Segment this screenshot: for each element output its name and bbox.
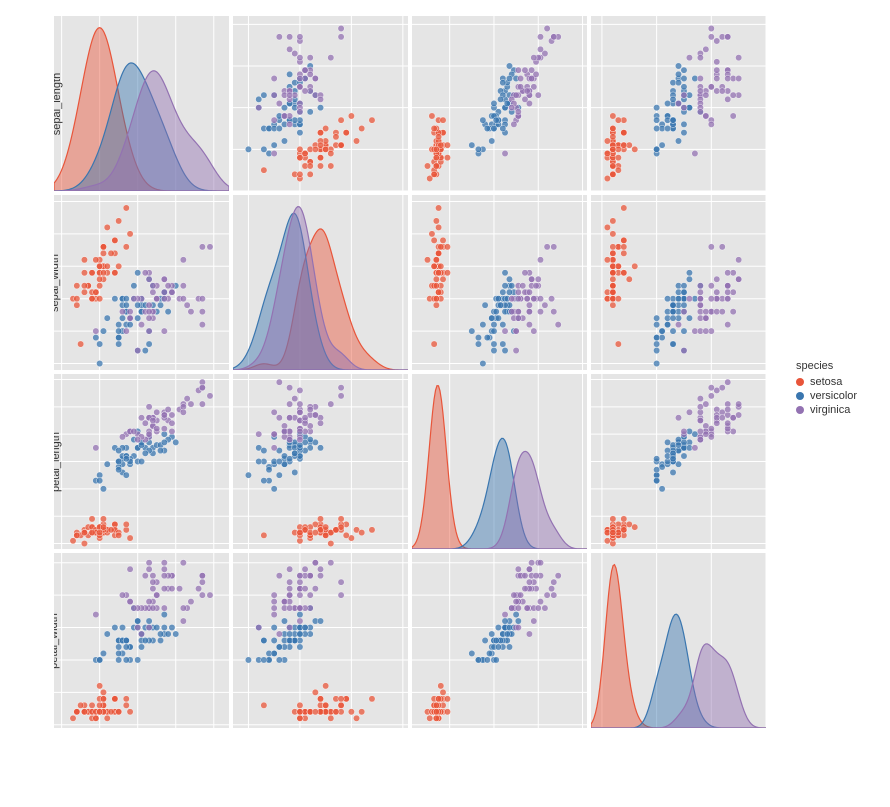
y-axis-label: sepal_width (54, 253, 61, 311)
pairplot-grid-wrap: 45678sepal_length22.533.544.5sepal_width… (10, 10, 772, 768)
panel-sepal_width-vs-sepal_length: 22.533.544.5sepal_width (54, 195, 229, 370)
panel-sepal_length-vs-petal_length (412, 16, 587, 191)
legend-label: versicolor (810, 390, 857, 402)
legend-label: setosa (810, 376, 842, 388)
panel-sepal_length-vs-sepal_length: 45678sepal_length (54, 16, 229, 191)
panel-sepal_width-vs-sepal_width (233, 195, 408, 370)
legend-item-setosa: setosa (796, 376, 857, 388)
panel-petal_width-vs-petal_length: 2468petal_length (412, 553, 587, 728)
legend-item-virginica: virginica (796, 404, 857, 416)
panel-petal_length-vs-sepal_width (233, 374, 408, 549)
panel-petal_width-vs-sepal_length: 00.511.522.5petal_width45678sepal_length (54, 553, 229, 728)
legend-item-versicolor: versicolor (796, 390, 857, 402)
panel-petal_length-vs-petal_length (412, 374, 587, 549)
panel-petal_length-vs-sepal_length: 1234567petal_length (54, 374, 229, 549)
panel-sepal_length-vs-petal_width (591, 16, 766, 191)
pairplot-grid: 45678sepal_length22.533.544.5sepal_width… (54, 16, 766, 728)
panel-petal_length-vs-petal_width (591, 374, 766, 549)
legend-label: virginica (810, 404, 850, 416)
panel-sepal_length-vs-sepal_width (233, 16, 408, 191)
legend-title: species (796, 360, 857, 372)
legend: species setosa versicolor virginica (796, 360, 857, 418)
panel-petal_width-vs-sepal_width: 2345sepal_width (233, 553, 408, 728)
y-axis-label: petal_width (54, 613, 60, 669)
legend-dot-icon (796, 378, 804, 386)
legend-dot-icon (796, 392, 804, 400)
y-axis-label: petal_length (54, 432, 62, 492)
panel-sepal_width-vs-petal_length (412, 195, 587, 370)
pairplot-container: 45678sepal_length22.533.544.5sepal_width… (10, 10, 880, 768)
panel-petal_width-vs-petal_width: 0123petal_width (591, 553, 766, 728)
panel-sepal_width-vs-petal_width (591, 195, 766, 370)
legend-dot-icon (796, 406, 804, 414)
y-axis-label: sepal_length (54, 72, 63, 134)
